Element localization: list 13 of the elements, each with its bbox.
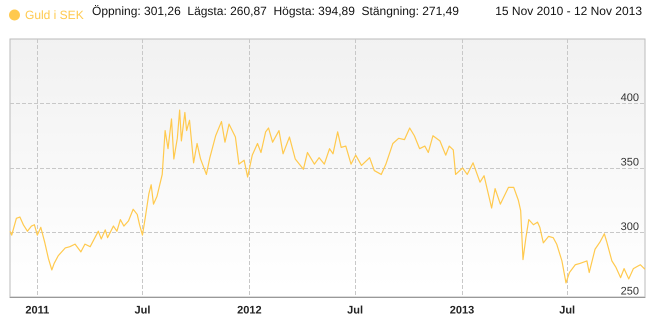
- y-tick-label: 250: [620, 286, 639, 298]
- x-tick-label: Jul: [347, 304, 364, 316]
- x-tick-label: Jul: [134, 304, 150, 316]
- x-tick-label: 2011: [25, 304, 50, 316]
- text: 15 Nov 2010 - 12 Nov 2013: [495, 4, 642, 18]
- legend-label: Guld i SEK: [25, 8, 84, 22]
- y-tick-label: 350: [620, 156, 639, 168]
- text: Öppning: 301,26 Lägsta: 260,87 Högsta: 394,89 Stängning: 271,49: [92, 4, 460, 18]
- x-tick-label: 2012: [237, 304, 262, 316]
- y-tick-label: 400: [620, 92, 639, 104]
- y-tick-label: 300: [620, 221, 639, 233]
- x-tick-label: Jul: [559, 304, 576, 316]
- x-tick-label: 2013: [450, 304, 474, 316]
